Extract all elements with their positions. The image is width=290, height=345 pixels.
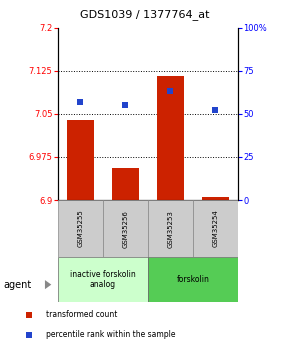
Bar bbox=[58, 200, 103, 257]
Bar bbox=[202, 197, 229, 200]
Bar bbox=[112, 168, 139, 200]
Text: GSM35255: GSM35255 bbox=[77, 210, 84, 247]
Text: GSM35253: GSM35253 bbox=[167, 210, 173, 247]
Text: transformed count: transformed count bbox=[46, 310, 118, 319]
Text: GSM35256: GSM35256 bbox=[122, 210, 128, 247]
Bar bbox=[148, 257, 238, 302]
Bar bbox=[103, 200, 148, 257]
Text: percentile rank within the sample: percentile rank within the sample bbox=[46, 330, 176, 339]
Text: GSM35254: GSM35254 bbox=[212, 210, 218, 247]
Text: GDS1039 / 1377764_at: GDS1039 / 1377764_at bbox=[80, 9, 210, 20]
Bar bbox=[67, 120, 94, 200]
Bar bbox=[148, 200, 193, 257]
Text: inactive forskolin
analog: inactive forskolin analog bbox=[70, 270, 136, 289]
Text: forskolin: forskolin bbox=[176, 275, 209, 284]
Text: agent: agent bbox=[3, 280, 31, 289]
Bar bbox=[157, 77, 184, 200]
Bar bbox=[58, 257, 148, 302]
Bar bbox=[193, 200, 238, 257]
